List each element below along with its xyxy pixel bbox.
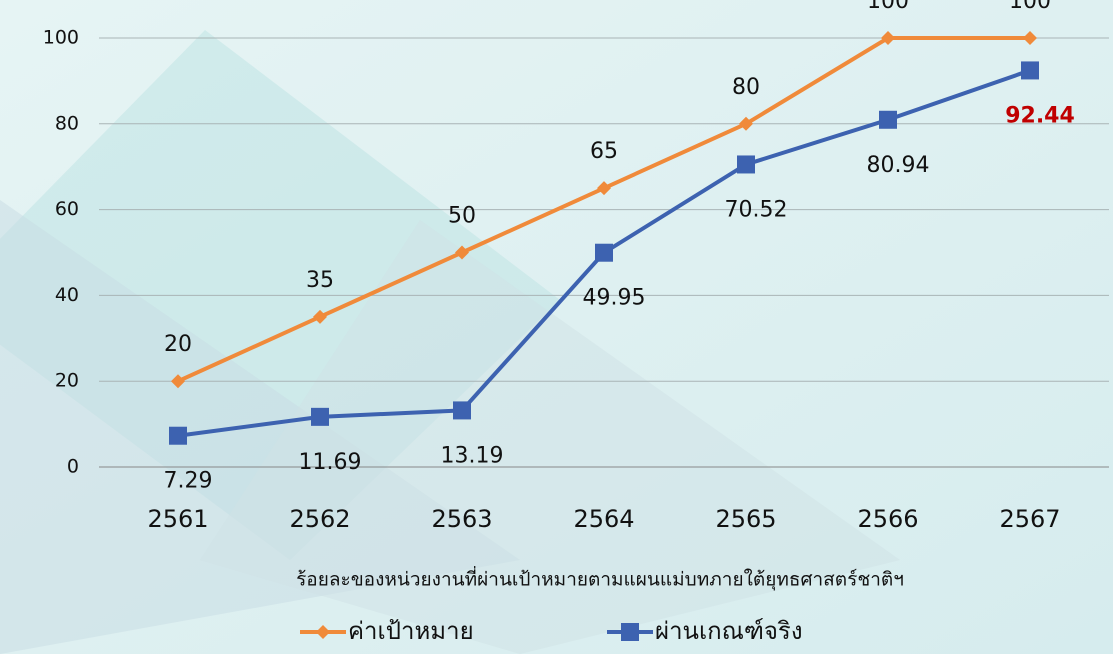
y-tick-label: 60: [55, 198, 79, 220]
data-label: 50: [448, 204, 476, 229]
marker: [316, 625, 330, 639]
marker: [881, 31, 895, 45]
data-label: 92.44: [1005, 103, 1075, 128]
y-tick-label: 100: [43, 27, 79, 49]
marker: [597, 181, 611, 196]
marker: [169, 426, 187, 445]
marker: [879, 110, 897, 129]
x-tick-label: 2564: [573, 505, 634, 533]
data-label: 13.19: [441, 443, 504, 468]
marker: [313, 309, 327, 324]
y-tick-label: 0: [67, 456, 79, 478]
data-label: 65: [590, 139, 618, 164]
marker: [1023, 31, 1037, 45]
marker: [737, 155, 755, 174]
legend-label: ค่าเป้าหมาย: [348, 617, 474, 645]
x-tick-label: 2565: [715, 505, 776, 533]
data-label: 11.69: [299, 450, 362, 475]
marker: [171, 374, 185, 389]
x-tick-label: 2566: [857, 505, 918, 533]
data-label: 49.95: [583, 286, 646, 311]
marker: [621, 623, 639, 641]
y-tick-label: 20: [55, 370, 79, 392]
x-axis-title: ร้อยละของหน่วยงานที่ผ่านเป้าหมายตามแผนแม…: [296, 566, 904, 592]
decor: [200, 220, 900, 654]
marker: [453, 401, 471, 420]
x-tick-label: 2567: [999, 505, 1060, 533]
data-label: 80: [732, 75, 760, 100]
data-label: 35: [306, 268, 334, 293]
data-label: 100: [1009, 0, 1051, 14]
data-label: 70.52: [725, 197, 788, 222]
marker: [311, 407, 329, 426]
y-tick-label: 40: [55, 284, 79, 306]
marker: [455, 245, 469, 260]
x-tick-label: 2561: [147, 505, 208, 533]
marker: [1021, 61, 1039, 80]
data-label: 7.29: [164, 469, 213, 494]
legend-label: ผ่านเกณฑ์จริง: [655, 617, 803, 645]
data-label: 20: [164, 332, 192, 357]
data-label: 80.94: [867, 153, 930, 178]
marker: [739, 116, 753, 131]
data-label: 100: [867, 0, 909, 14]
marker: [595, 243, 613, 262]
x-tick-label: 2563: [431, 505, 492, 533]
x-tick-label: 2562: [289, 505, 350, 533]
y-tick-label: 80: [55, 112, 79, 134]
